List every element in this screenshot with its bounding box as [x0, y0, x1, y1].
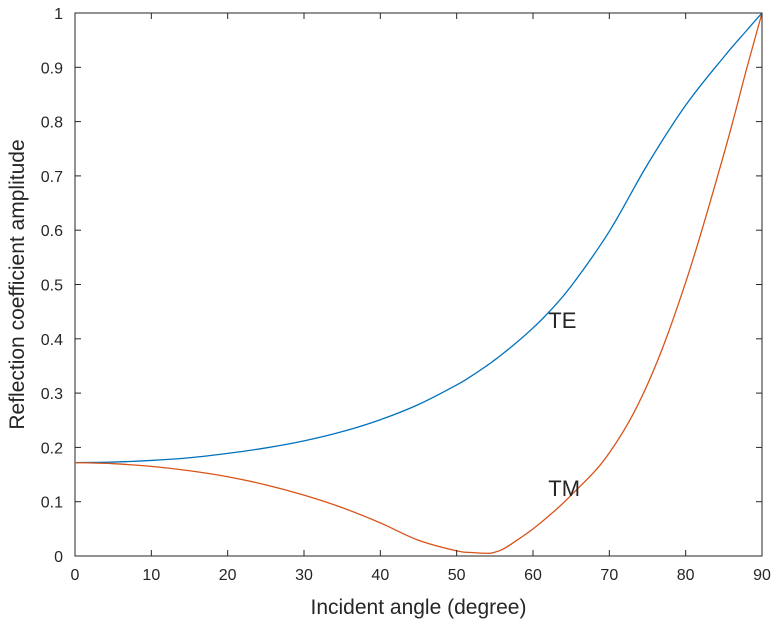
y-tick-label: 0.4	[41, 332, 63, 349]
x-axis: 0 10 20 30 40 50 60 70 80 90	[71, 13, 771, 584]
series-line-tm	[74, 12, 763, 554]
x-axis-title: Incident angle (degree)	[311, 596, 527, 619]
annotation-tm: TM	[548, 476, 580, 501]
y-tick-label: 0.9	[41, 60, 63, 77]
x-tick-label: 50	[448, 567, 466, 584]
annotation-layer: TE TM	[548, 308, 580, 501]
y-tick-label: 0.7	[41, 169, 63, 186]
y-tick-label: 0.6	[41, 223, 63, 240]
x-tick-label: 20	[219, 567, 237, 584]
y-tick-label: 1	[54, 6, 63, 23]
x-tick-label: 60	[524, 567, 542, 584]
y-tick-label: 0.2	[41, 440, 63, 457]
series-line-te	[74, 12, 763, 464]
plot-area	[74, 12, 763, 557]
series-layer	[74, 12, 763, 554]
y-tick-label: 0.3	[41, 386, 63, 403]
x-tick-label: 30	[295, 567, 313, 584]
x-tick-label: 10	[142, 567, 160, 584]
x-tick-label: 0	[71, 567, 80, 584]
y-tick-label: 0.1	[41, 495, 63, 512]
x-tick-label: 80	[677, 567, 695, 584]
x-tick-label: 90	[753, 567, 771, 584]
y-tick-label: 0	[54, 549, 63, 566]
y-tick-label: 0.8	[41, 115, 63, 132]
y-tick-label: 0.5	[41, 278, 63, 295]
plot-frame	[74, 12, 763, 557]
annotation-te: TE	[548, 308, 576, 333]
y-axis: 0 0.1 0.2 0.3 0.4 0.5 0.6 0.7 0.8 0.9 1	[41, 6, 762, 566]
y-axis-title: Reflection coefficient amplitude	[6, 139, 29, 429]
x-tick-label: 40	[371, 567, 389, 584]
x-tick-label: 70	[600, 567, 618, 584]
